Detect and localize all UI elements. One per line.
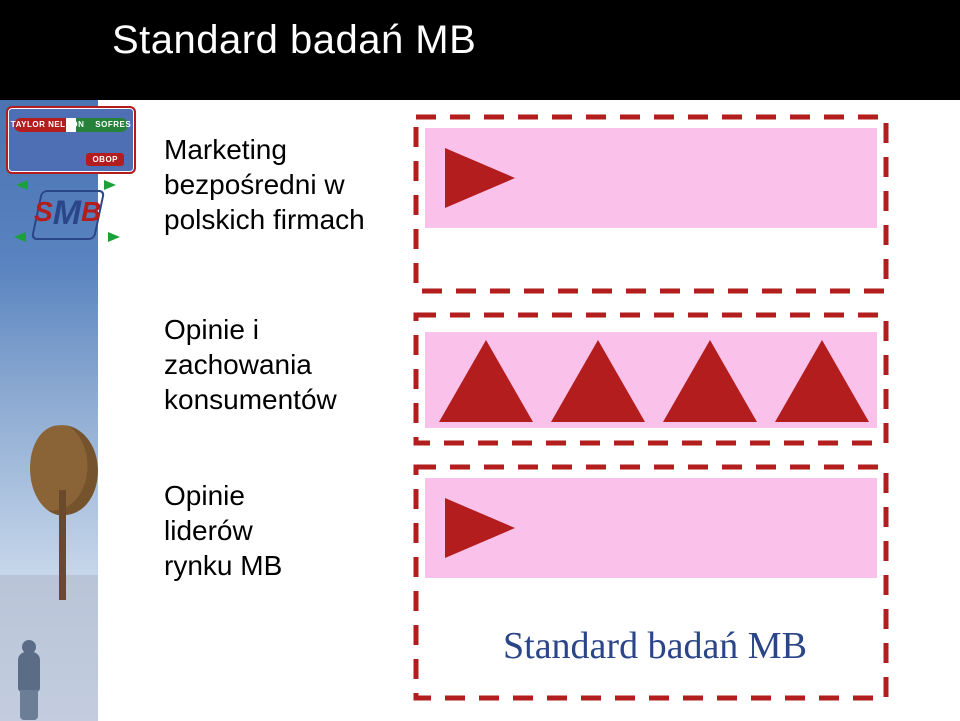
triangle-icon [551, 340, 645, 422]
tns-logo-text-right: SOFRES [95, 120, 131, 129]
tns-logo-text: TAYLOR NELSON SOFRES [8, 118, 134, 132]
pink-panel-2 [425, 332, 877, 428]
dashed-box-1 [413, 114, 889, 294]
label-line: liderów [164, 513, 282, 548]
footer-label: Standard badań MB [503, 624, 807, 668]
smb-arrow-icon [108, 232, 120, 242]
person-icon [8, 640, 48, 720]
smb-arrow-icon [14, 232, 26, 242]
smb-b: B [81, 196, 101, 227]
label-line: Opinie [164, 478, 282, 513]
smb-m: M [53, 194, 81, 232]
obop-badge: OBOP [86, 153, 124, 166]
slide: Standard badań MB TAYLOR NELSON SOFRES [0, 0, 960, 721]
label-opinie-liderow: Opinie liderów rynku MB [164, 478, 282, 583]
tns-logo: TAYLOR NELSON SOFRES OBOP [6, 106, 136, 174]
label-line: zachowania [164, 347, 337, 382]
dashed-box-2 [413, 312, 889, 446]
header: Standard badań MB [0, 0, 960, 100]
label-line: Marketing [164, 132, 365, 167]
label-line: rynku MB [164, 548, 282, 583]
content: TAYLOR NELSON SOFRES OBOP SMB Marketing … [0, 100, 960, 721]
smb-arrow-icon [104, 180, 116, 190]
triangle-icon [439, 340, 533, 422]
smb-arrow-icon [16, 180, 28, 190]
play-icon [445, 148, 515, 208]
triangle-icon [663, 340, 757, 422]
play-icon [445, 498, 515, 558]
label-line: bezpośredni w [164, 167, 365, 202]
label-opinie-konsumentow: Opinie i zachowania konsumentów [164, 312, 337, 417]
pink-panel-3 [425, 478, 877, 578]
pink-panel-1 [425, 128, 877, 228]
triangle-icon [775, 340, 869, 422]
dashed-box-3: Standard badań MB [413, 464, 889, 701]
tns-logo-text-left: TAYLOR NELSON [11, 120, 85, 129]
page-title: Standard badań MB [112, 18, 476, 63]
tree-trunk [59, 490, 66, 600]
label-line: konsumentów [164, 382, 337, 417]
label-marketing: Marketing bezpośredni w polskich firmach [164, 132, 365, 237]
smb-text: SMB [34, 194, 101, 233]
label-line: polskich firmach [164, 202, 365, 237]
smb-logo: SMB [14, 182, 122, 250]
label-line: Opinie i [164, 312, 337, 347]
smb-s: S [34, 196, 53, 227]
